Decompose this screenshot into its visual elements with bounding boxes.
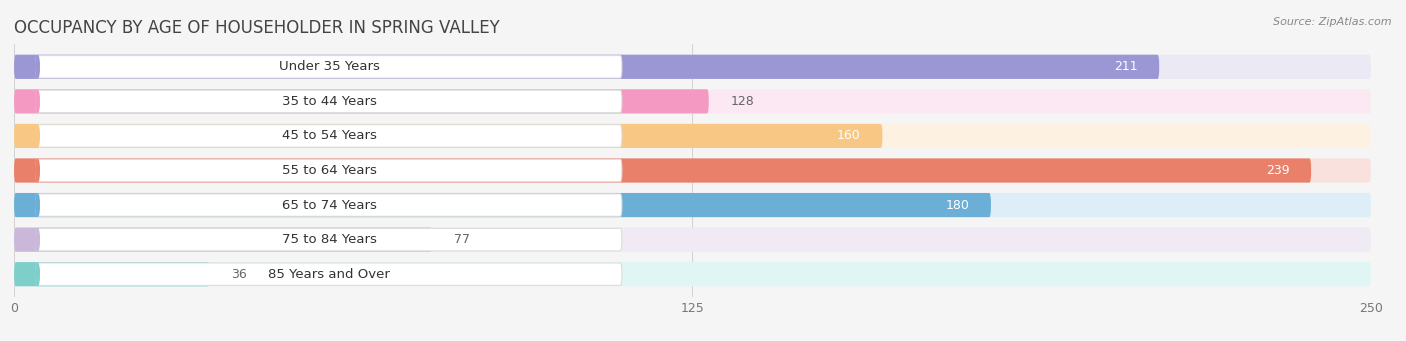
- Text: 75 to 84 Years: 75 to 84 Years: [283, 233, 377, 246]
- Text: 239: 239: [1265, 164, 1289, 177]
- Text: 36: 36: [231, 268, 247, 281]
- FancyBboxPatch shape: [35, 56, 621, 78]
- FancyBboxPatch shape: [14, 159, 1371, 182]
- FancyBboxPatch shape: [14, 55, 1371, 79]
- Circle shape: [35, 56, 39, 78]
- Text: 128: 128: [731, 95, 754, 108]
- FancyBboxPatch shape: [35, 90, 621, 113]
- FancyBboxPatch shape: [14, 124, 1371, 148]
- Circle shape: [35, 159, 39, 182]
- Text: 35 to 44 Years: 35 to 44 Years: [283, 95, 377, 108]
- FancyBboxPatch shape: [14, 159, 1312, 182]
- FancyBboxPatch shape: [14, 124, 883, 148]
- Text: OCCUPANCY BY AGE OF HOUSEHOLDER IN SPRING VALLEY: OCCUPANCY BY AGE OF HOUSEHOLDER IN SPRIN…: [14, 19, 499, 37]
- Text: 85 Years and Over: 85 Years and Over: [269, 268, 391, 281]
- Circle shape: [35, 194, 39, 216]
- Circle shape: [35, 263, 39, 285]
- FancyBboxPatch shape: [14, 262, 1371, 286]
- FancyBboxPatch shape: [14, 89, 709, 114]
- FancyBboxPatch shape: [14, 227, 432, 252]
- Text: Under 35 Years: Under 35 Years: [278, 60, 380, 73]
- FancyBboxPatch shape: [35, 228, 621, 251]
- Circle shape: [35, 228, 39, 251]
- Text: 55 to 64 Years: 55 to 64 Years: [283, 164, 377, 177]
- Text: Source: ZipAtlas.com: Source: ZipAtlas.com: [1274, 17, 1392, 27]
- Text: 77: 77: [454, 233, 470, 246]
- FancyBboxPatch shape: [14, 89, 1371, 114]
- FancyBboxPatch shape: [35, 263, 621, 285]
- FancyBboxPatch shape: [35, 194, 621, 216]
- FancyBboxPatch shape: [14, 193, 1371, 217]
- FancyBboxPatch shape: [14, 193, 991, 217]
- FancyBboxPatch shape: [14, 227, 1371, 252]
- Text: 65 to 74 Years: 65 to 74 Years: [283, 198, 377, 211]
- Text: 180: 180: [945, 198, 969, 211]
- Text: 45 to 54 Years: 45 to 54 Years: [283, 130, 377, 143]
- Text: 211: 211: [1114, 60, 1137, 73]
- Circle shape: [35, 125, 39, 147]
- FancyBboxPatch shape: [35, 159, 621, 182]
- Text: 160: 160: [837, 130, 860, 143]
- FancyBboxPatch shape: [14, 55, 1159, 79]
- FancyBboxPatch shape: [35, 125, 621, 147]
- Circle shape: [35, 90, 39, 113]
- FancyBboxPatch shape: [14, 262, 209, 286]
